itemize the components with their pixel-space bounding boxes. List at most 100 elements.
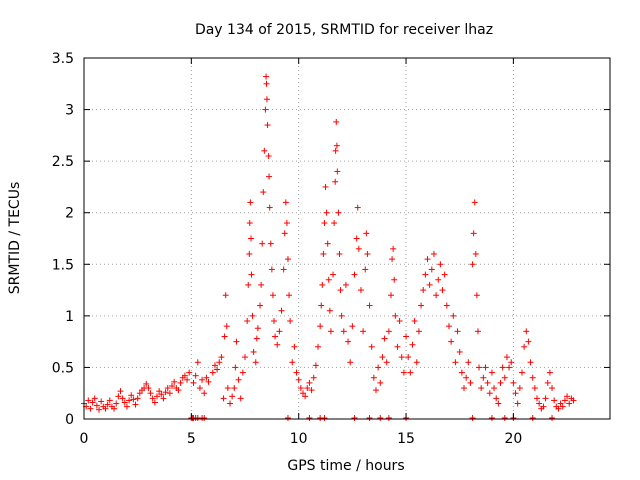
y-tick-label: 1.5: [52, 257, 74, 273]
data-point-marker: [484, 379, 491, 386]
data-point-marker: [389, 256, 396, 263]
data-point-marker: [130, 396, 137, 403]
data-point-marker: [467, 379, 474, 386]
data-point-marker: [160, 395, 167, 402]
data-point-marker: [134, 395, 141, 402]
data-point-marker: [231, 385, 238, 392]
data-point-marker: [334, 168, 341, 175]
data-point-marker: [164, 385, 171, 392]
data-point-marker: [322, 183, 329, 190]
data-point-marker: [96, 406, 103, 413]
data-point-marker: [355, 245, 362, 252]
data-point-marker: [333, 118, 340, 125]
data-point-marker: [495, 400, 502, 407]
data-point-marker: [544, 379, 551, 386]
data-point-marker: [398, 354, 405, 361]
data-point-marker: [403, 333, 410, 340]
data-point-marker: [276, 328, 283, 335]
data-point-marker: [153, 393, 160, 400]
data-point-marker: [482, 364, 489, 371]
x-tick-label: 0: [80, 431, 89, 447]
data-point-marker: [245, 281, 252, 288]
data-point-marker: [221, 333, 228, 340]
data-point-marker: [345, 338, 352, 345]
data-point-marker: [546, 369, 553, 376]
data-point-marker: [201, 414, 208, 421]
data-point-marker: [385, 414, 392, 421]
data-point-marker: [321, 414, 328, 421]
data-point-marker: [463, 374, 470, 381]
data-point-marker: [229, 393, 236, 400]
data-point-marker: [266, 204, 273, 211]
data-point-marker: [461, 385, 468, 392]
data-point-marker: [224, 385, 231, 392]
data-point-marker: [166, 390, 173, 397]
data-point-marker: [327, 328, 334, 335]
data-point-marker: [254, 325, 261, 332]
data-point-marker: [269, 292, 276, 299]
data-point-marker: [324, 240, 331, 247]
data-point-marker: [435, 276, 442, 283]
data-point-marker: [281, 230, 288, 237]
data-point-marker: [156, 388, 163, 395]
data-point-marker: [261, 147, 268, 154]
y-tick-label: 3: [65, 103, 74, 119]
data-point-marker: [145, 385, 152, 392]
data-point-marker: [308, 387, 315, 394]
data-point-marker: [413, 359, 420, 366]
data-point-marker: [521, 343, 528, 350]
data-point-marker: [372, 387, 379, 394]
data-point-marker: [293, 369, 300, 376]
data-point-marker: [128, 392, 135, 399]
data-point-marker: [119, 395, 126, 402]
y-tick-label: 0.5: [52, 360, 74, 376]
data-point-marker: [249, 312, 256, 319]
data-point-marker: [501, 414, 508, 421]
data-point-marker: [508, 359, 515, 366]
chart-title: Day 134 of 2015, SRMTID for receiver lha…: [195, 22, 493, 38]
data-point-marker: [239, 369, 246, 376]
data-point-marker: [89, 399, 96, 406]
data-point-marker: [351, 414, 358, 421]
x-axis-label: GPS time / hours: [287, 458, 404, 474]
data-point-marker: [437, 261, 444, 268]
data-point-marker: [320, 250, 327, 257]
data-point-marker: [405, 354, 412, 361]
data-point-marker: [340, 328, 347, 335]
data-point-marker: [257, 302, 264, 309]
data-point-marker: [282, 199, 289, 206]
axis-ticks: [83, 57, 610, 420]
data-point-marker: [366, 302, 373, 309]
data-point-marker: [218, 354, 225, 361]
data-point-marker: [126, 397, 133, 404]
data-point-marker: [332, 147, 339, 154]
data-point-marker: [169, 382, 176, 389]
data-point-marker: [237, 395, 244, 402]
data-point-marker: [549, 385, 556, 392]
data-point-marker: [264, 122, 271, 129]
data-point-marker: [321, 220, 328, 227]
data-point-marker: [510, 379, 517, 386]
data-point-marker: [448, 338, 455, 345]
data-point-marker: [420, 287, 427, 294]
data-point-marker: [375, 364, 382, 371]
data-point-marker: [564, 393, 571, 400]
data-point-marker: [549, 414, 556, 421]
data-point-marker: [523, 328, 530, 335]
data-point-marker: [113, 400, 120, 407]
data-point-marker: [284, 256, 291, 263]
data-point-marker: [190, 379, 197, 386]
x-tick-label: 20: [504, 431, 522, 447]
data-point-marker: [253, 335, 260, 342]
data-point-marker: [531, 385, 538, 392]
data-point-marker: [244, 318, 251, 325]
data-point-marker: [480, 374, 487, 381]
data-point-marker: [525, 338, 532, 345]
data-point-marker: [488, 369, 495, 376]
data-point-marker: [469, 261, 476, 268]
data-point-marker: [357, 287, 364, 294]
data-point-marker: [106, 397, 113, 404]
data-point-marker: [338, 312, 345, 319]
data-point-marker: [512, 390, 519, 397]
data-point-marker: [326, 307, 333, 314]
